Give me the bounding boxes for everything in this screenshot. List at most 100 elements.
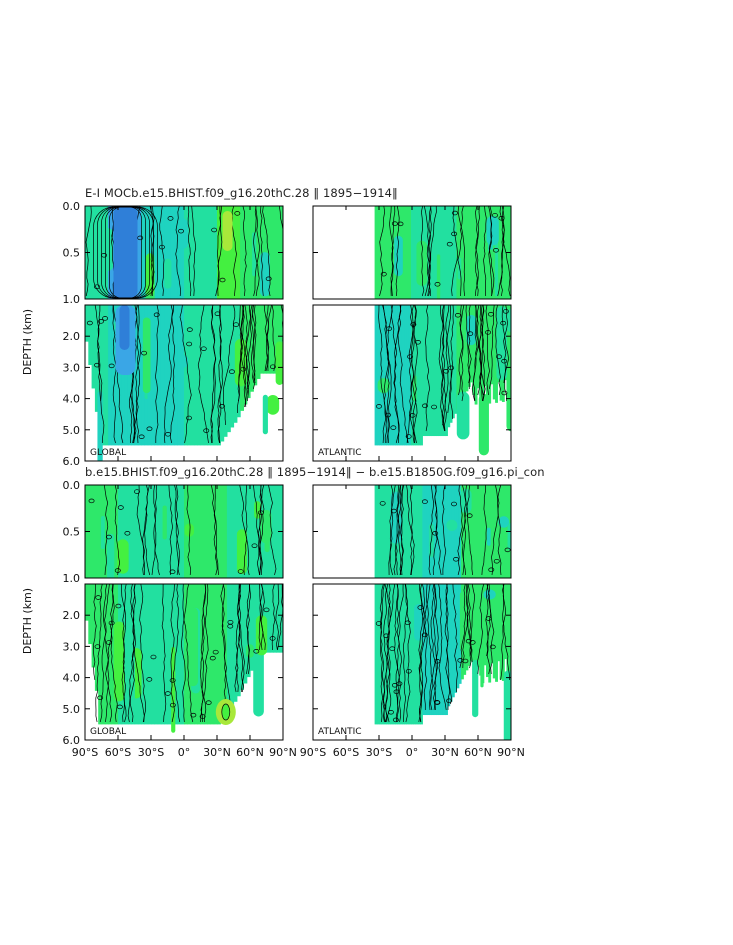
fill-cell	[246, 206, 251, 299]
fill-blob	[164, 258, 172, 289]
fill-cell	[495, 485, 498, 578]
x-tick-label: 90°S	[300, 746, 326, 759]
fill-cell	[180, 305, 185, 446]
contour-line	[211, 485, 218, 576]
contour-zero-label	[465, 638, 472, 644]
contour-zero-label	[392, 717, 399, 723]
fill-blob	[445, 539, 453, 575]
x-tick-label: 90°S	[72, 746, 98, 759]
contour-line	[459, 305, 464, 402]
contour-zero-label	[186, 415, 192, 421]
fill-cell	[465, 305, 469, 392]
contour-line	[425, 305, 430, 432]
fill-cell	[223, 305, 228, 437]
fill-cell	[256, 305, 261, 379]
contour-line	[275, 584, 280, 651]
contour-line	[488, 305, 495, 390]
fill-cell	[440, 584, 444, 716]
fill-cell	[180, 485, 185, 578]
contour-line	[251, 305, 256, 390]
contour-zero-label	[178, 228, 184, 234]
fill-cell	[233, 584, 238, 702]
fill-blob	[446, 519, 458, 531]
fill-cell	[263, 305, 268, 374]
fill-cell	[413, 206, 417, 299]
fill-cell	[404, 485, 408, 578]
fill-cell	[404, 305, 408, 446]
fill-cell	[506, 584, 510, 681]
fill-cell	[424, 305, 428, 437]
fill-cell	[177, 206, 182, 299]
fill-cell	[451, 485, 455, 578]
contour-zero-label	[432, 531, 439, 536]
fill-cell	[193, 485, 198, 578]
contour-zero-label	[219, 277, 226, 283]
contour-line	[253, 485, 260, 576]
contour-zero-label	[446, 241, 453, 247]
fill-cell	[467, 206, 471, 299]
contour-zero-label	[200, 346, 207, 351]
fill-cell	[381, 485, 385, 578]
figure-1-title: E-I MOCb.e15.BHIST.f09_g16.20thC.28 ‖ 18…	[85, 186, 398, 200]
fill-cell	[203, 206, 208, 299]
contour-line	[433, 584, 439, 711]
fill-cell	[167, 305, 172, 446]
fill-cell	[472, 206, 476, 299]
contour-zero-label	[407, 354, 414, 359]
fill-cell	[240, 206, 244, 299]
contour-line	[139, 584, 146, 723]
y-tick-label: 0.5	[63, 247, 81, 260]
contour-line	[429, 584, 436, 711]
fill-cell	[88, 206, 93, 299]
fill-cell	[435, 206, 439, 299]
fill-cell	[88, 485, 93, 578]
fill-cell	[210, 305, 215, 446]
fill-blob	[466, 314, 477, 346]
fill-cell	[404, 206, 408, 299]
contour-zero-label	[446, 698, 453, 704]
fill-cell	[226, 485, 231, 578]
contour-line	[159, 206, 165, 297]
fill-cell	[160, 584, 165, 725]
contour-zero-label	[379, 501, 386, 506]
fill-cell	[190, 206, 195, 299]
contour-zero-label	[114, 568, 121, 573]
contour-line	[186, 485, 192, 576]
contour-line	[127, 584, 136, 723]
fill-cell	[200, 485, 205, 578]
contour-fill-global-lo	[85, 305, 283, 461]
fill-cell	[420, 305, 423, 446]
y-tick-label: 2.0	[63, 609, 81, 622]
fill-cell	[447, 485, 451, 578]
contour-line	[191, 206, 197, 297]
contour-zero-label	[146, 426, 153, 432]
fill-cell	[488, 305, 492, 404]
contour-line	[451, 206, 458, 297]
y-axis-label: DEPTH (km)	[21, 309, 34, 375]
contour-line	[238, 305, 245, 402]
fill-cell	[501, 584, 505, 681]
cell-core-lower-inner	[119, 305, 130, 350]
fill-cell	[190, 305, 195, 446]
contour-zero-label	[434, 700, 440, 705]
fill-cell	[406, 305, 410, 446]
fill-blob	[486, 527, 491, 546]
fill-cell	[385, 206, 389, 299]
fill-cell	[374, 206, 378, 299]
contour-zero-label	[219, 403, 225, 409]
fill-cell	[497, 206, 501, 299]
contour-zero-label	[397, 221, 404, 227]
fill-cell	[499, 485, 503, 578]
fill-cell	[472, 485, 476, 578]
contour-zero-label	[393, 689, 400, 695]
contour-line	[161, 584, 167, 723]
contour-line	[485, 305, 490, 396]
fill-cell	[184, 206, 188, 299]
fill-blob	[472, 659, 479, 718]
contour-line	[406, 485, 415, 576]
contour-zero-label	[169, 702, 176, 708]
fill-cell	[374, 485, 378, 578]
contour-line	[121, 584, 126, 723]
contour-line	[432, 485, 438, 576]
contour-line	[217, 305, 222, 444]
